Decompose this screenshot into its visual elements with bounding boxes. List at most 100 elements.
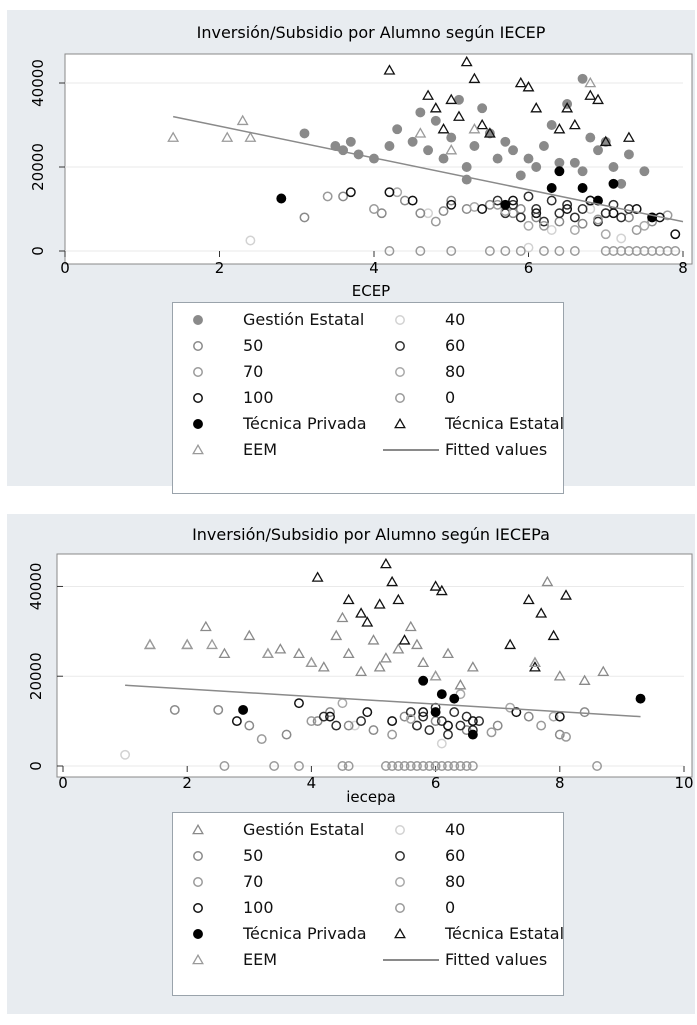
data-point bbox=[331, 720, 342, 731]
data-point bbox=[577, 166, 588, 177]
legend-label: 0 bbox=[445, 898, 456, 917]
data-point bbox=[569, 225, 580, 235]
data-point bbox=[577, 73, 588, 84]
data-point bbox=[218, 647, 231, 659]
data-point bbox=[554, 157, 565, 168]
data-point bbox=[577, 218, 588, 229]
x-axis-label: ECEP bbox=[352, 282, 390, 300]
data-point bbox=[407, 136, 418, 147]
data-point bbox=[443, 761, 453, 771]
legend-label: EEM bbox=[243, 440, 278, 459]
data-point bbox=[616, 212, 627, 223]
data-point bbox=[379, 557, 392, 569]
legend-key bbox=[394, 927, 406, 939]
data-point bbox=[449, 693, 460, 704]
data-point bbox=[584, 76, 597, 88]
data-point bbox=[467, 761, 478, 771]
y-tick-label: 0 bbox=[29, 246, 47, 256]
data-point bbox=[199, 620, 212, 632]
x-tick-label: 0 bbox=[58, 774, 68, 792]
data-point bbox=[530, 102, 543, 113]
legend-label: Técnica Privada bbox=[243, 924, 367, 943]
data-point bbox=[306, 716, 317, 727]
data-point bbox=[373, 598, 386, 609]
data-point bbox=[384, 141, 395, 151]
data-point bbox=[449, 707, 460, 718]
y-tick-label: 0 bbox=[27, 761, 45, 771]
legend-key bbox=[193, 341, 203, 351]
legend-label: 50 bbox=[243, 336, 264, 355]
legend-label: Fitted values bbox=[445, 950, 548, 969]
data-point bbox=[579, 707, 590, 718]
x-tick-label: 2 bbox=[182, 774, 192, 792]
data-point bbox=[639, 220, 650, 231]
data-point bbox=[221, 131, 234, 142]
data-point bbox=[393, 761, 404, 771]
legend-key bbox=[394, 417, 406, 429]
data-point bbox=[318, 711, 329, 722]
data-point bbox=[486, 727, 497, 738]
data-point bbox=[435, 584, 448, 596]
data-point bbox=[405, 761, 416, 771]
data-point bbox=[424, 725, 435, 736]
data-point bbox=[368, 725, 379, 736]
data-point bbox=[386, 575, 399, 587]
data-point bbox=[417, 656, 430, 668]
data-point bbox=[238, 704, 249, 715]
data-point bbox=[468, 123, 481, 134]
data-point bbox=[511, 707, 522, 718]
legend-label: 100 bbox=[243, 898, 274, 917]
data-point bbox=[412, 761, 422, 771]
x-tick-label: 8 bbox=[678, 259, 688, 277]
data-point bbox=[343, 761, 354, 771]
data-point bbox=[546, 183, 557, 193]
data-point bbox=[546, 225, 557, 235]
data-point bbox=[535, 607, 548, 618]
series-t-cnica-privada bbox=[238, 675, 646, 740]
data-point bbox=[446, 132, 457, 143]
data-point bbox=[631, 225, 642, 235]
data-point bbox=[554, 208, 565, 219]
data-point bbox=[414, 127, 427, 138]
scatter-plot-ecep: Inversión/Subsidio por Alumno según IECE… bbox=[29, 23, 693, 300]
data-point bbox=[269, 761, 280, 771]
data-point bbox=[600, 229, 611, 240]
fitted-line bbox=[125, 684, 641, 718]
legend: Gestión Estatal 40 50 60 70 80 100 0 Técnica Pri… bbox=[172, 302, 564, 494]
legend-label: 80 bbox=[445, 362, 466, 381]
data-point bbox=[597, 665, 610, 677]
x-tick-label: 2 bbox=[215, 259, 225, 277]
series-eem bbox=[167, 76, 597, 155]
series-60 bbox=[318, 702, 485, 740]
data-point bbox=[568, 118, 581, 130]
data-point bbox=[608, 208, 619, 219]
data-point bbox=[592, 761, 603, 771]
series-100 bbox=[231, 698, 565, 731]
data-point bbox=[424, 761, 435, 771]
y-axis-ticks: 0 20000 40000 bbox=[27, 563, 63, 771]
x-tick-label: 6 bbox=[524, 259, 534, 277]
data-point bbox=[311, 571, 324, 582]
data-point bbox=[562, 199, 573, 210]
data-point bbox=[608, 178, 619, 189]
legend-key bbox=[395, 393, 405, 403]
data-point bbox=[438, 153, 449, 164]
data-point bbox=[593, 214, 603, 225]
data-point bbox=[411, 638, 423, 650]
x-tick-label: 4 bbox=[369, 259, 379, 277]
data-point bbox=[670, 229, 681, 240]
data-point bbox=[429, 102, 442, 113]
data-point bbox=[181, 638, 194, 650]
legend-label: 60 bbox=[445, 336, 466, 355]
data-point bbox=[546, 120, 557, 130]
plot-area bbox=[56, 553, 693, 778]
data-point bbox=[454, 679, 467, 690]
data-point bbox=[569, 212, 580, 223]
data-point bbox=[436, 689, 447, 700]
x-tick-label: 10 bbox=[674, 774, 693, 792]
data-point bbox=[373, 661, 386, 672]
data-point bbox=[415, 107, 426, 118]
data-point bbox=[405, 707, 416, 718]
data-point bbox=[461, 162, 472, 172]
legend-key bbox=[395, 341, 405, 351]
